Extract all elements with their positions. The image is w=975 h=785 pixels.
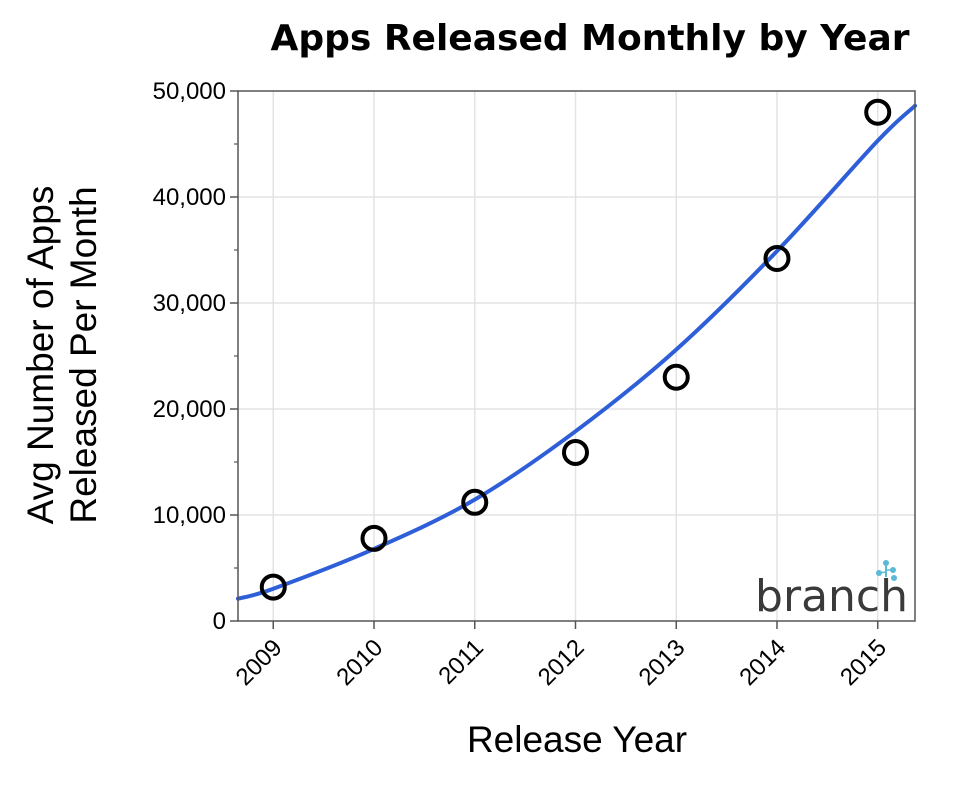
- y-axis-ticks: 0 10,000 20,000 30,000 40,000 50,000: [153, 78, 238, 635]
- y-axis-label-line-1: Avg Number of Apps: [20, 186, 61, 525]
- data-point: [864, 98, 892, 126]
- y-tick-label: 0: [213, 608, 226, 635]
- x-axis-label: Release Year: [467, 719, 687, 760]
- chart-title: Apps Released Monthly by Year: [270, 18, 909, 59]
- y-axis-label: Avg Number of Apps Released Per Month: [20, 186, 104, 525]
- plot-frame: [237, 90, 916, 622]
- grid: [238, 91, 915, 621]
- branch-logo: branch: [755, 560, 908, 622]
- data-points: [259, 98, 892, 601]
- data-point: [561, 438, 589, 466]
- y-tick-label: 40,000: [153, 184, 226, 211]
- y-tick-label: 50,000: [153, 78, 226, 105]
- data-point: [461, 488, 489, 516]
- fit-curve: [236, 103, 917, 601]
- branch-logo-text: branch: [755, 571, 908, 622]
- x-tick-label: 2014: [734, 634, 791, 691]
- x-tick-label: 2010: [331, 634, 388, 691]
- x-tick-label: 2009: [231, 634, 288, 691]
- data-point: [360, 524, 388, 552]
- x-tick-label: 2011: [433, 634, 489, 690]
- data-point: [259, 573, 287, 601]
- x-tick-label: 2013: [634, 634, 691, 691]
- y-axis-label-line-2: Released Per Month: [63, 186, 104, 523]
- y-tick-label: 20,000: [153, 396, 226, 423]
- trend-line: [236, 103, 917, 601]
- y-tick-label: 10,000: [153, 502, 226, 529]
- x-tick-label: 2012: [533, 634, 590, 691]
- data-point: [763, 244, 791, 272]
- x-tick-label: 2015: [835, 634, 892, 691]
- x-axis-ticks: 2009 2010 2011 2012 2013 2014 2015: [231, 621, 892, 691]
- branch-tree-icon: [876, 560, 897, 581]
- data-point: [662, 363, 690, 391]
- y-tick-label: 30,000: [153, 290, 226, 317]
